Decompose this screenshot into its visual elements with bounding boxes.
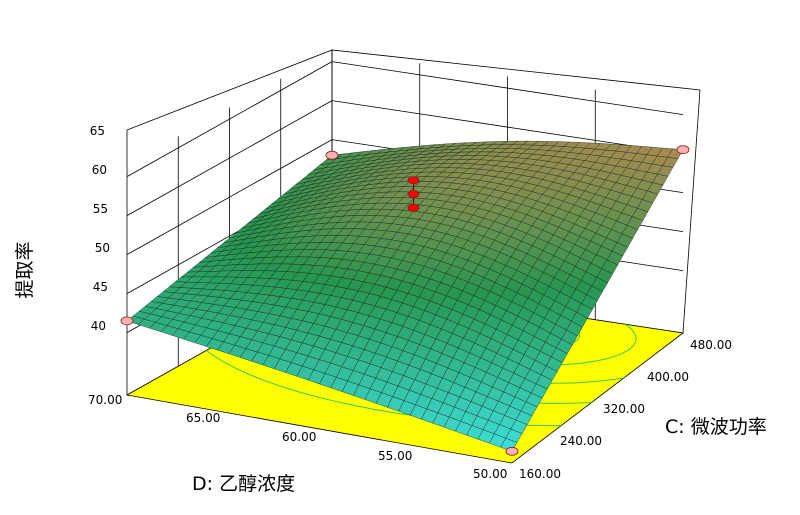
wall-gridline <box>126 61 333 177</box>
x-tick-label: 70.00 <box>88 393 122 407</box>
y-tick-label: 160.00 <box>519 467 561 481</box>
y-tick-label: 320.00 <box>603 402 645 416</box>
x-axis-ticks: 70.00 65.00 60.00 55.00 50.00 <box>88 393 507 481</box>
y-tick-label: 240.00 <box>560 434 602 448</box>
y-axis-title: C: 微波功率 <box>665 416 767 438</box>
wall-gridline <box>331 61 684 115</box>
x-axis-title: D: 乙醇浓度 <box>192 473 295 495</box>
z-tick-label: 50 <box>95 241 110 255</box>
y-tick-label: 400.00 <box>647 370 689 384</box>
x-tick-label: 65.00 <box>186 411 220 425</box>
corner-marker <box>325 150 339 160</box>
corner-marker <box>676 145 690 155</box>
contour-line <box>187 280 683 427</box>
z-tick-label: 60 <box>92 163 107 177</box>
wall-gridline <box>331 100 684 154</box>
x-tick-label: 55.00 <box>378 449 412 463</box>
y-tick-label: 480.00 <box>690 338 732 352</box>
design-point <box>407 190 420 198</box>
design-point-markers <box>120 145 690 456</box>
design-point <box>407 176 420 185</box>
z-tick-label: 55 <box>93 202 108 216</box>
z-tick-label: 65 <box>90 124 105 138</box>
z-tick-label: 40 <box>91 319 106 333</box>
x-tick-label: 60.00 <box>282 430 316 444</box>
response-surface <box>126 140 684 452</box>
wall-gridline <box>126 139 333 255</box>
y-axis-ticks: 160.00 240.00 320.00 400.00 480.00 <box>519 338 732 481</box>
z-axis-title: 提取率 <box>14 241 36 298</box>
z-axis-ticks: 40 45 50 55 60 65 <box>90 124 110 333</box>
corner-marker <box>120 316 134 326</box>
x-tick-label: 50.00 <box>473 467 507 481</box>
design-point <box>407 203 420 212</box>
wall-gridline <box>126 100 333 216</box>
corner-marker <box>505 446 519 456</box>
z-tick-label: 45 <box>93 280 108 294</box>
